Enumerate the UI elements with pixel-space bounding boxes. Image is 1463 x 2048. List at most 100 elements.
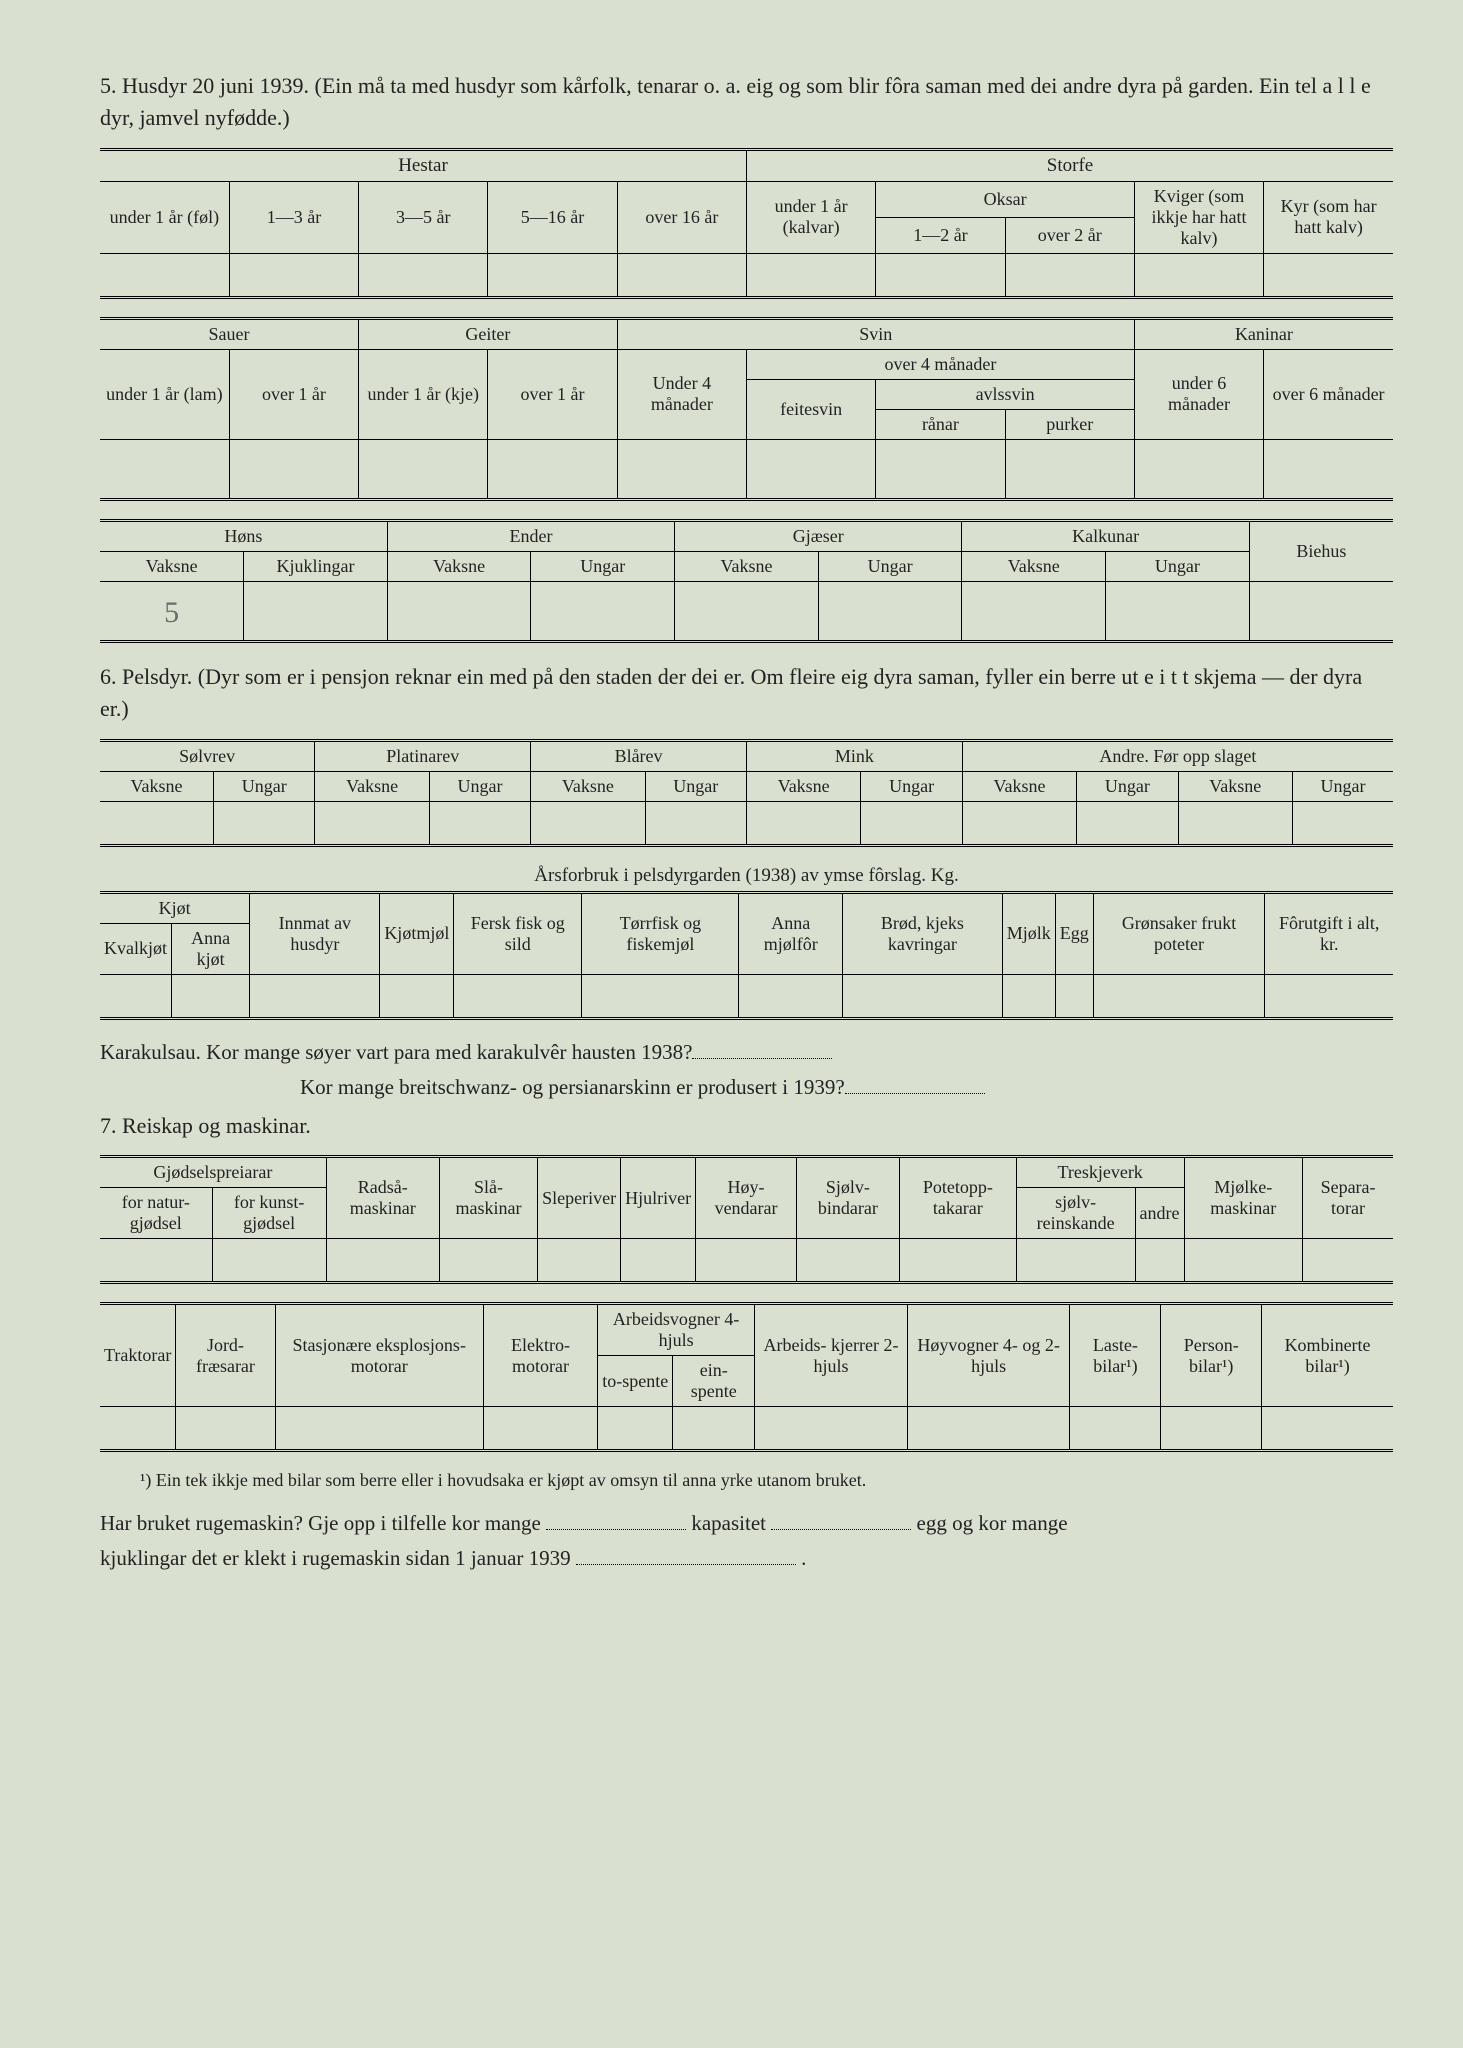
col-traktorar: Traktorar xyxy=(100,1304,176,1407)
cell[interactable] xyxy=(1178,801,1292,845)
cell[interactable] xyxy=(100,1407,176,1451)
cell[interactable] xyxy=(1134,253,1263,297)
cell[interactable] xyxy=(172,974,250,1018)
cell[interactable] xyxy=(673,1407,755,1451)
cell[interactable] xyxy=(746,253,875,297)
cell[interactable] xyxy=(1016,1239,1135,1283)
cell[interactable] xyxy=(488,253,617,297)
cell[interactable] xyxy=(755,1407,908,1451)
col-hons-kjuklingar: Kjuklingar xyxy=(244,551,388,581)
cell[interactable] xyxy=(739,974,843,1018)
blank[interactable] xyxy=(576,1544,796,1565)
cell[interactable] xyxy=(229,439,358,499)
cell[interactable] xyxy=(244,581,388,641)
hdr-gjaeser: Gjæser xyxy=(675,520,962,551)
cell[interactable] xyxy=(100,801,214,845)
cell[interactable] xyxy=(1262,1407,1393,1451)
blank[interactable] xyxy=(692,1038,832,1059)
cell[interactable] xyxy=(483,1407,597,1451)
cell[interactable] xyxy=(531,581,675,641)
cell[interactable] xyxy=(359,253,488,297)
cell[interactable] xyxy=(675,581,819,641)
cell[interactable] xyxy=(861,801,962,845)
cell[interactable] xyxy=(214,801,315,845)
cell[interactable] xyxy=(617,439,746,499)
cell[interactable] xyxy=(1303,1239,1393,1283)
cell[interactable] xyxy=(818,581,962,641)
cell[interactable] xyxy=(326,1239,439,1283)
hdr-storfe: Storfe xyxy=(746,149,1393,181)
hdr-svin: Svin xyxy=(617,318,1134,349)
cell[interactable] xyxy=(1002,974,1055,1018)
cell[interactable] xyxy=(876,253,1005,297)
cell[interactable] xyxy=(100,1239,212,1283)
cell[interactable] xyxy=(1264,439,1393,499)
cell[interactable] xyxy=(387,581,531,641)
col-oksar: Oksar xyxy=(876,181,1135,217)
cell[interactable] xyxy=(1134,439,1263,499)
cell[interactable] xyxy=(359,439,488,499)
cell[interactable] xyxy=(1264,253,1393,297)
cell[interactable] xyxy=(876,439,1005,499)
cell[interactable] xyxy=(429,801,530,845)
cell[interactable] xyxy=(380,974,454,1018)
col-under4m: Under 4 månader xyxy=(617,349,746,439)
col-under6m: under 6 månader xyxy=(1134,349,1263,439)
cell[interactable] xyxy=(100,253,229,297)
cell[interactable] xyxy=(100,439,229,499)
cell[interactable] xyxy=(962,581,1106,641)
hdr-arbeidsvogner: Arbeidsvogner 4-hjuls xyxy=(598,1304,755,1356)
col-natur: for natur- gjødsel xyxy=(100,1188,212,1239)
cell[interactable] xyxy=(439,1239,537,1283)
cell[interactable] xyxy=(746,439,875,499)
col-mjolk: Mjølk xyxy=(1002,892,1055,974)
cell[interactable] xyxy=(488,439,617,499)
cell[interactable] xyxy=(1184,1239,1303,1283)
cell[interactable] xyxy=(1106,581,1250,641)
hdr-treskje: Treskjeverk xyxy=(1016,1157,1184,1188)
cell[interactable] xyxy=(1070,1407,1161,1451)
cell[interactable] xyxy=(746,801,860,845)
cell[interactable] xyxy=(1135,1239,1184,1283)
cell[interactable] xyxy=(538,1239,621,1283)
cell[interactable] xyxy=(962,801,1076,845)
cell-hons-vaksne[interactable]: 5 xyxy=(100,581,244,641)
cell[interactable] xyxy=(1077,801,1178,845)
cell[interactable] xyxy=(229,253,358,297)
col-radsa: Radså- maskinar xyxy=(326,1157,439,1239)
cell[interactable] xyxy=(1055,974,1093,1018)
cell[interactable] xyxy=(250,974,380,1018)
cell[interactable] xyxy=(1005,253,1134,297)
cell[interactable] xyxy=(621,1239,696,1283)
hdr-biehus: Biehus xyxy=(1249,520,1393,581)
cell[interactable] xyxy=(1249,581,1393,641)
cell[interactable] xyxy=(907,1407,1070,1451)
cell[interactable] xyxy=(582,974,739,1018)
cell[interactable] xyxy=(275,1407,483,1451)
cell[interactable] xyxy=(1293,801,1393,845)
cell[interactable] xyxy=(1093,974,1265,1018)
cell[interactable] xyxy=(454,974,582,1018)
blank[interactable] xyxy=(845,1073,985,1094)
cell[interactable] xyxy=(212,1239,326,1283)
cell[interactable] xyxy=(176,1407,275,1451)
col-sleperiver: Sleperiver xyxy=(538,1157,621,1239)
cell[interactable] xyxy=(843,974,1003,1018)
cell[interactable] xyxy=(696,1239,797,1283)
sec7-title: Reiskap og maskinar. xyxy=(122,1113,311,1138)
cell[interactable] xyxy=(531,801,645,845)
cell[interactable] xyxy=(1265,974,1393,1018)
blank[interactable] xyxy=(771,1509,911,1530)
cell[interactable] xyxy=(617,253,746,297)
blank[interactable] xyxy=(546,1509,686,1530)
cell[interactable] xyxy=(598,1407,673,1451)
cell[interactable] xyxy=(645,801,746,845)
sec5-heading: 5. Husdyr 20 juni 1939. (Ein må ta med h… xyxy=(100,70,1393,134)
cell[interactable] xyxy=(797,1239,900,1283)
sec5-title: Husdyr 20 juni 1939. (Ein må ta med husd… xyxy=(100,73,1371,130)
cell[interactable] xyxy=(1161,1407,1262,1451)
cell[interactable] xyxy=(100,974,172,1018)
cell[interactable] xyxy=(1005,439,1134,499)
cell[interactable] xyxy=(899,1239,1016,1283)
cell[interactable] xyxy=(315,801,429,845)
